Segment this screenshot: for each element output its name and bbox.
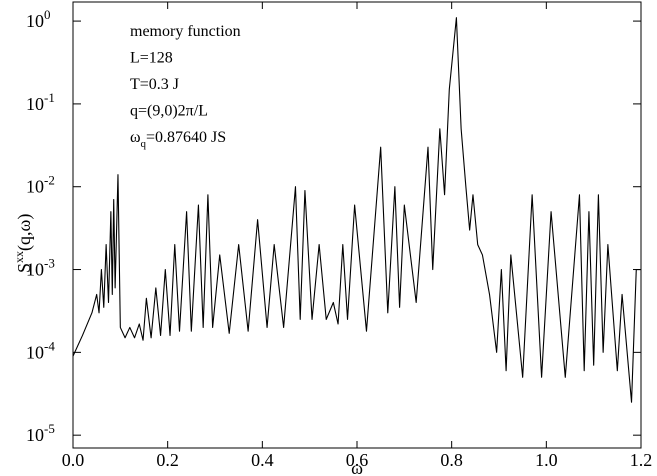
annotation-sub: q (141, 138, 147, 150)
annotation-part: ω (130, 129, 141, 146)
y-tick-base: 10 (26, 260, 44, 280)
y-tick-base: 10 (26, 11, 44, 31)
x-tick-label: 0.4 (251, 450, 274, 470)
y-tick-exponent: -2 (44, 173, 55, 188)
y-axis-label: Sxx(q,ω) (12, 214, 35, 273)
y-tick-exponent: -5 (44, 421, 55, 436)
y-label-part: (q,ω) (14, 214, 35, 251)
annotation: ωq=0.87640 JS (130, 129, 226, 150)
y-tick-exponent: -3 (44, 256, 55, 271)
y-label-sup: xx (12, 251, 26, 263)
y-tick-label: 10-3 (26, 256, 55, 280)
y-tick-label: 10-4 (26, 338, 55, 362)
annotation: L=128 (130, 50, 173, 67)
y-tick-base: 10 (26, 342, 44, 362)
y-tick-label: 100 (26, 7, 51, 31)
spectrum-line (72, 17, 641, 403)
x-tick-label: 0.8 (440, 450, 463, 470)
x-tick-label: 0.2 (156, 450, 179, 470)
x-tick-label: 0.6 (346, 450, 369, 470)
y-tick-label: 10-5 (26, 421, 55, 445)
y-tick-base: 10 (26, 425, 44, 445)
x-tick-label: 0.0 (62, 450, 85, 470)
y-tick-label: 10-1 (26, 90, 55, 114)
annotation: q=(9,0)2π/L (130, 103, 208, 120)
x-axis-label: ω (351, 458, 363, 476)
annotation: memory function (130, 23, 241, 40)
y-tick-base: 10 (26, 177, 44, 197)
annotation: T=0.3 J (130, 76, 179, 93)
y-tick-exponent: -1 (44, 90, 55, 105)
y-tick-label: 10-2 (26, 173, 55, 197)
y-tick-exponent: -4 (44, 338, 55, 353)
x-tick-label: 1.0 (535, 450, 558, 470)
x-tick-label: 1.2 (630, 450, 653, 470)
y-tick-base: 10 (26, 94, 44, 114)
y-label-part: S (14, 263, 34, 273)
annotation-part: =0.87640 JS (146, 129, 226, 146)
y-tick-exponent: 0 (44, 7, 51, 22)
